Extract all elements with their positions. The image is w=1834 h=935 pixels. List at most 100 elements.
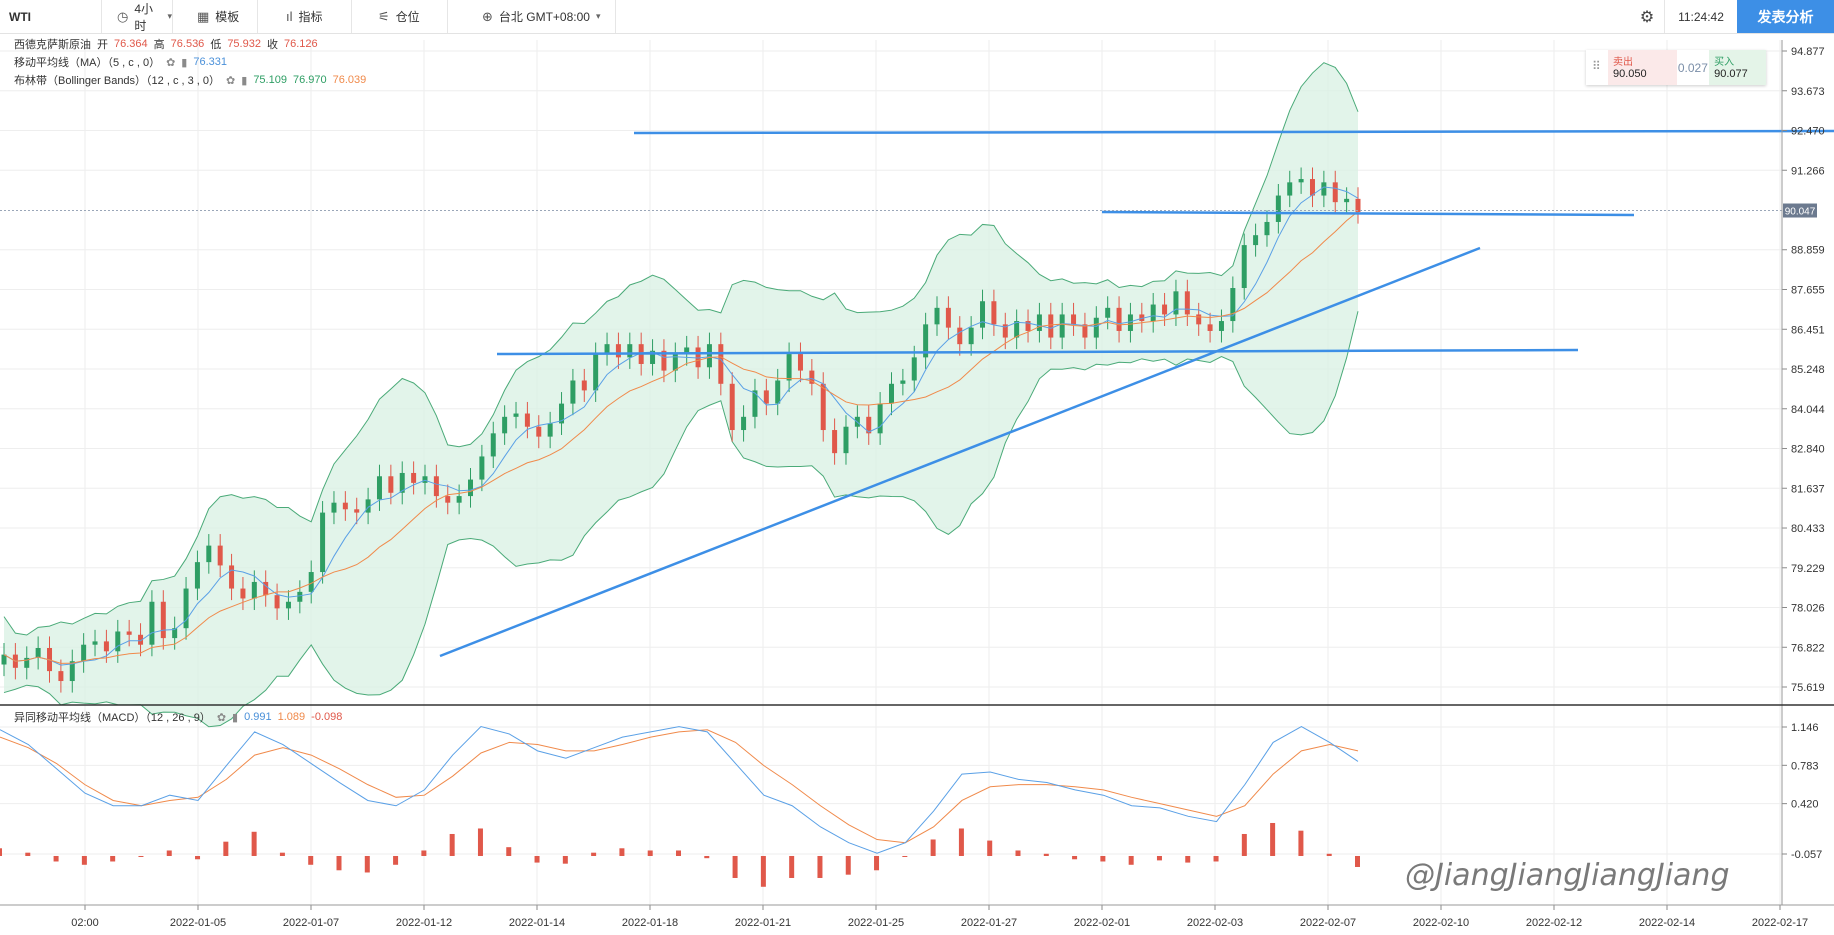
candle-body xyxy=(1298,179,1304,183)
y-tick-label: 82.840 xyxy=(1791,444,1825,456)
ma-legend: 移动平均线（MA）（5 , c , 0） ✿ ▮ 76.331 xyxy=(14,54,227,70)
bb-name: 布林带（Bollinger Bands）（12 , c , 3 , 0） xyxy=(14,75,221,87)
y-tick-label: 91.266 xyxy=(1791,165,1825,177)
template-button[interactable]: ▦ 模板 xyxy=(173,0,258,33)
macd-hist-bar xyxy=(1015,850,1021,856)
candle-body xyxy=(1116,307,1122,331)
publish-analysis-button[interactable]: 发表分析 xyxy=(1737,0,1834,33)
macd-hist-bar xyxy=(308,855,314,865)
candle-body xyxy=(797,354,803,371)
macd-hist-bar xyxy=(1128,855,1134,865)
candle-body xyxy=(35,647,41,658)
macd-hist-bar xyxy=(53,855,59,862)
candle-body xyxy=(433,476,439,497)
chevron-down-icon: ▾ xyxy=(167,11,172,21)
macd-hist-bar xyxy=(1326,853,1332,856)
candle-body xyxy=(877,403,883,434)
macd-hist-bar xyxy=(1241,833,1247,856)
macd-legend: 异同移动平均线（MACD）（12 , 26 , 9） ✿ ▮ 0.991 1.0… xyxy=(14,709,342,725)
macd-name: 异同移动平均线（MACD）（12 , 26 , 9） xyxy=(14,712,211,724)
candle-body xyxy=(991,301,997,325)
candle-body xyxy=(775,380,781,404)
trash-icon[interactable]: ▮ xyxy=(181,56,188,69)
macd-hist-bar xyxy=(845,855,851,875)
trendline xyxy=(496,348,1579,356)
y-tick-label: 75.619 xyxy=(1791,682,1825,694)
drag-handle-icon[interactable]: ⠿ xyxy=(1592,59,1601,73)
candle-body xyxy=(342,502,348,510)
candle-body xyxy=(1218,321,1224,331)
current-price-tag xyxy=(1783,203,1817,218)
candle-body xyxy=(183,588,189,629)
candle-body xyxy=(866,416,872,434)
y-tick-label: 80.433 xyxy=(1791,523,1825,535)
settings-icon[interactable]: ✿ xyxy=(166,56,176,69)
trendlines xyxy=(0,129,1834,658)
candle-body xyxy=(274,595,280,609)
trash-icon[interactable]: ▮ xyxy=(232,711,239,724)
y-tick-label: 81.637 xyxy=(1791,483,1825,495)
current-price-label: 90.047 xyxy=(1785,207,1816,218)
settings-icon[interactable]: ✿ xyxy=(226,74,236,87)
macd-hist-bar xyxy=(902,855,908,857)
candle-body xyxy=(593,354,599,391)
sell-button[interactable]: 卖出 90.050 xyxy=(1608,50,1677,85)
sell-label: 卖出 xyxy=(1613,57,1633,68)
interval-selector[interactable]: ◷ 4小时 ▾ xyxy=(103,0,173,33)
quote-widget: ⠿ 卖出 90.050 0.027 买入 90.077 xyxy=(1586,50,1766,85)
candle-body xyxy=(251,581,257,599)
macd-hist-bar xyxy=(789,855,795,878)
candle-body xyxy=(263,581,269,596)
x-tick-label: 2022-02-03 xyxy=(1187,917,1243,929)
candle-body xyxy=(308,572,314,592)
candle-body xyxy=(923,324,929,358)
macd-hist-bar xyxy=(393,855,399,865)
x-tick-label: 2022-02-17 xyxy=(1752,917,1808,929)
x-tick-label: 2022-01-27 xyxy=(961,917,1017,929)
ohlc-legend: 西德克萨斯原油 开 76.364 高 76.536 低 75.932 收 76.126 xyxy=(14,36,318,52)
buy-button[interactable]: 买入 90.077 xyxy=(1709,50,1766,85)
candle-body xyxy=(354,509,360,513)
buy-label: 买入 xyxy=(1714,57,1735,68)
macd-hist-bar xyxy=(138,855,144,857)
candle-body xyxy=(1173,291,1179,315)
trash-icon[interactable]: ▮ xyxy=(241,74,248,87)
candle-body xyxy=(1014,321,1020,338)
candle-body xyxy=(684,347,690,355)
interval-label: 4小时 xyxy=(134,1,154,33)
indicators-button[interactable]: ıl 指标 xyxy=(258,0,352,33)
x-tick-label: 2022-01-12 xyxy=(396,917,452,929)
ma-name: 移动平均线（MA）（5 , c , 0） xyxy=(14,57,161,69)
candle-body xyxy=(229,565,235,589)
candle-body xyxy=(957,327,963,345)
indicators-label: 指标 xyxy=(298,10,323,24)
candle-body xyxy=(911,357,917,381)
candle-body xyxy=(1127,314,1133,331)
settings-icon[interactable]: ✿ xyxy=(216,711,227,724)
high-value: 76.536 xyxy=(170,38,205,50)
candle-body xyxy=(1093,317,1099,338)
macd-value: 0.991 xyxy=(244,711,272,723)
low-value: 75.932 xyxy=(227,38,261,50)
candle-body xyxy=(980,301,986,328)
bar-chart-icon: ıl xyxy=(286,9,293,24)
candle-body xyxy=(149,601,155,645)
macd-panel xyxy=(0,726,1360,887)
symbol-selector[interactable]: WTI xyxy=(0,0,102,33)
band-lower xyxy=(3,311,1359,728)
candle-body xyxy=(194,562,200,589)
macd-hist-bar xyxy=(279,852,285,856)
timezone-selector[interactable]: ⊕ 台北 GMT+08:00 ▾ xyxy=(448,0,616,33)
y-tick-label: 84.044 xyxy=(1791,404,1825,416)
band-fill xyxy=(4,62,1358,727)
macd-hist-bar xyxy=(1043,853,1049,856)
candle-body xyxy=(1287,182,1293,196)
template-label: 模板 xyxy=(215,10,240,24)
position-button[interactable]: ⚟ 仓位 xyxy=(352,0,448,33)
macd-hist-bar xyxy=(1185,855,1191,863)
candle-body xyxy=(559,403,565,424)
band-upper xyxy=(3,62,1359,636)
gear-icon[interactable]: ⚙ xyxy=(1639,8,1655,26)
macd-hist-bar xyxy=(195,855,201,860)
